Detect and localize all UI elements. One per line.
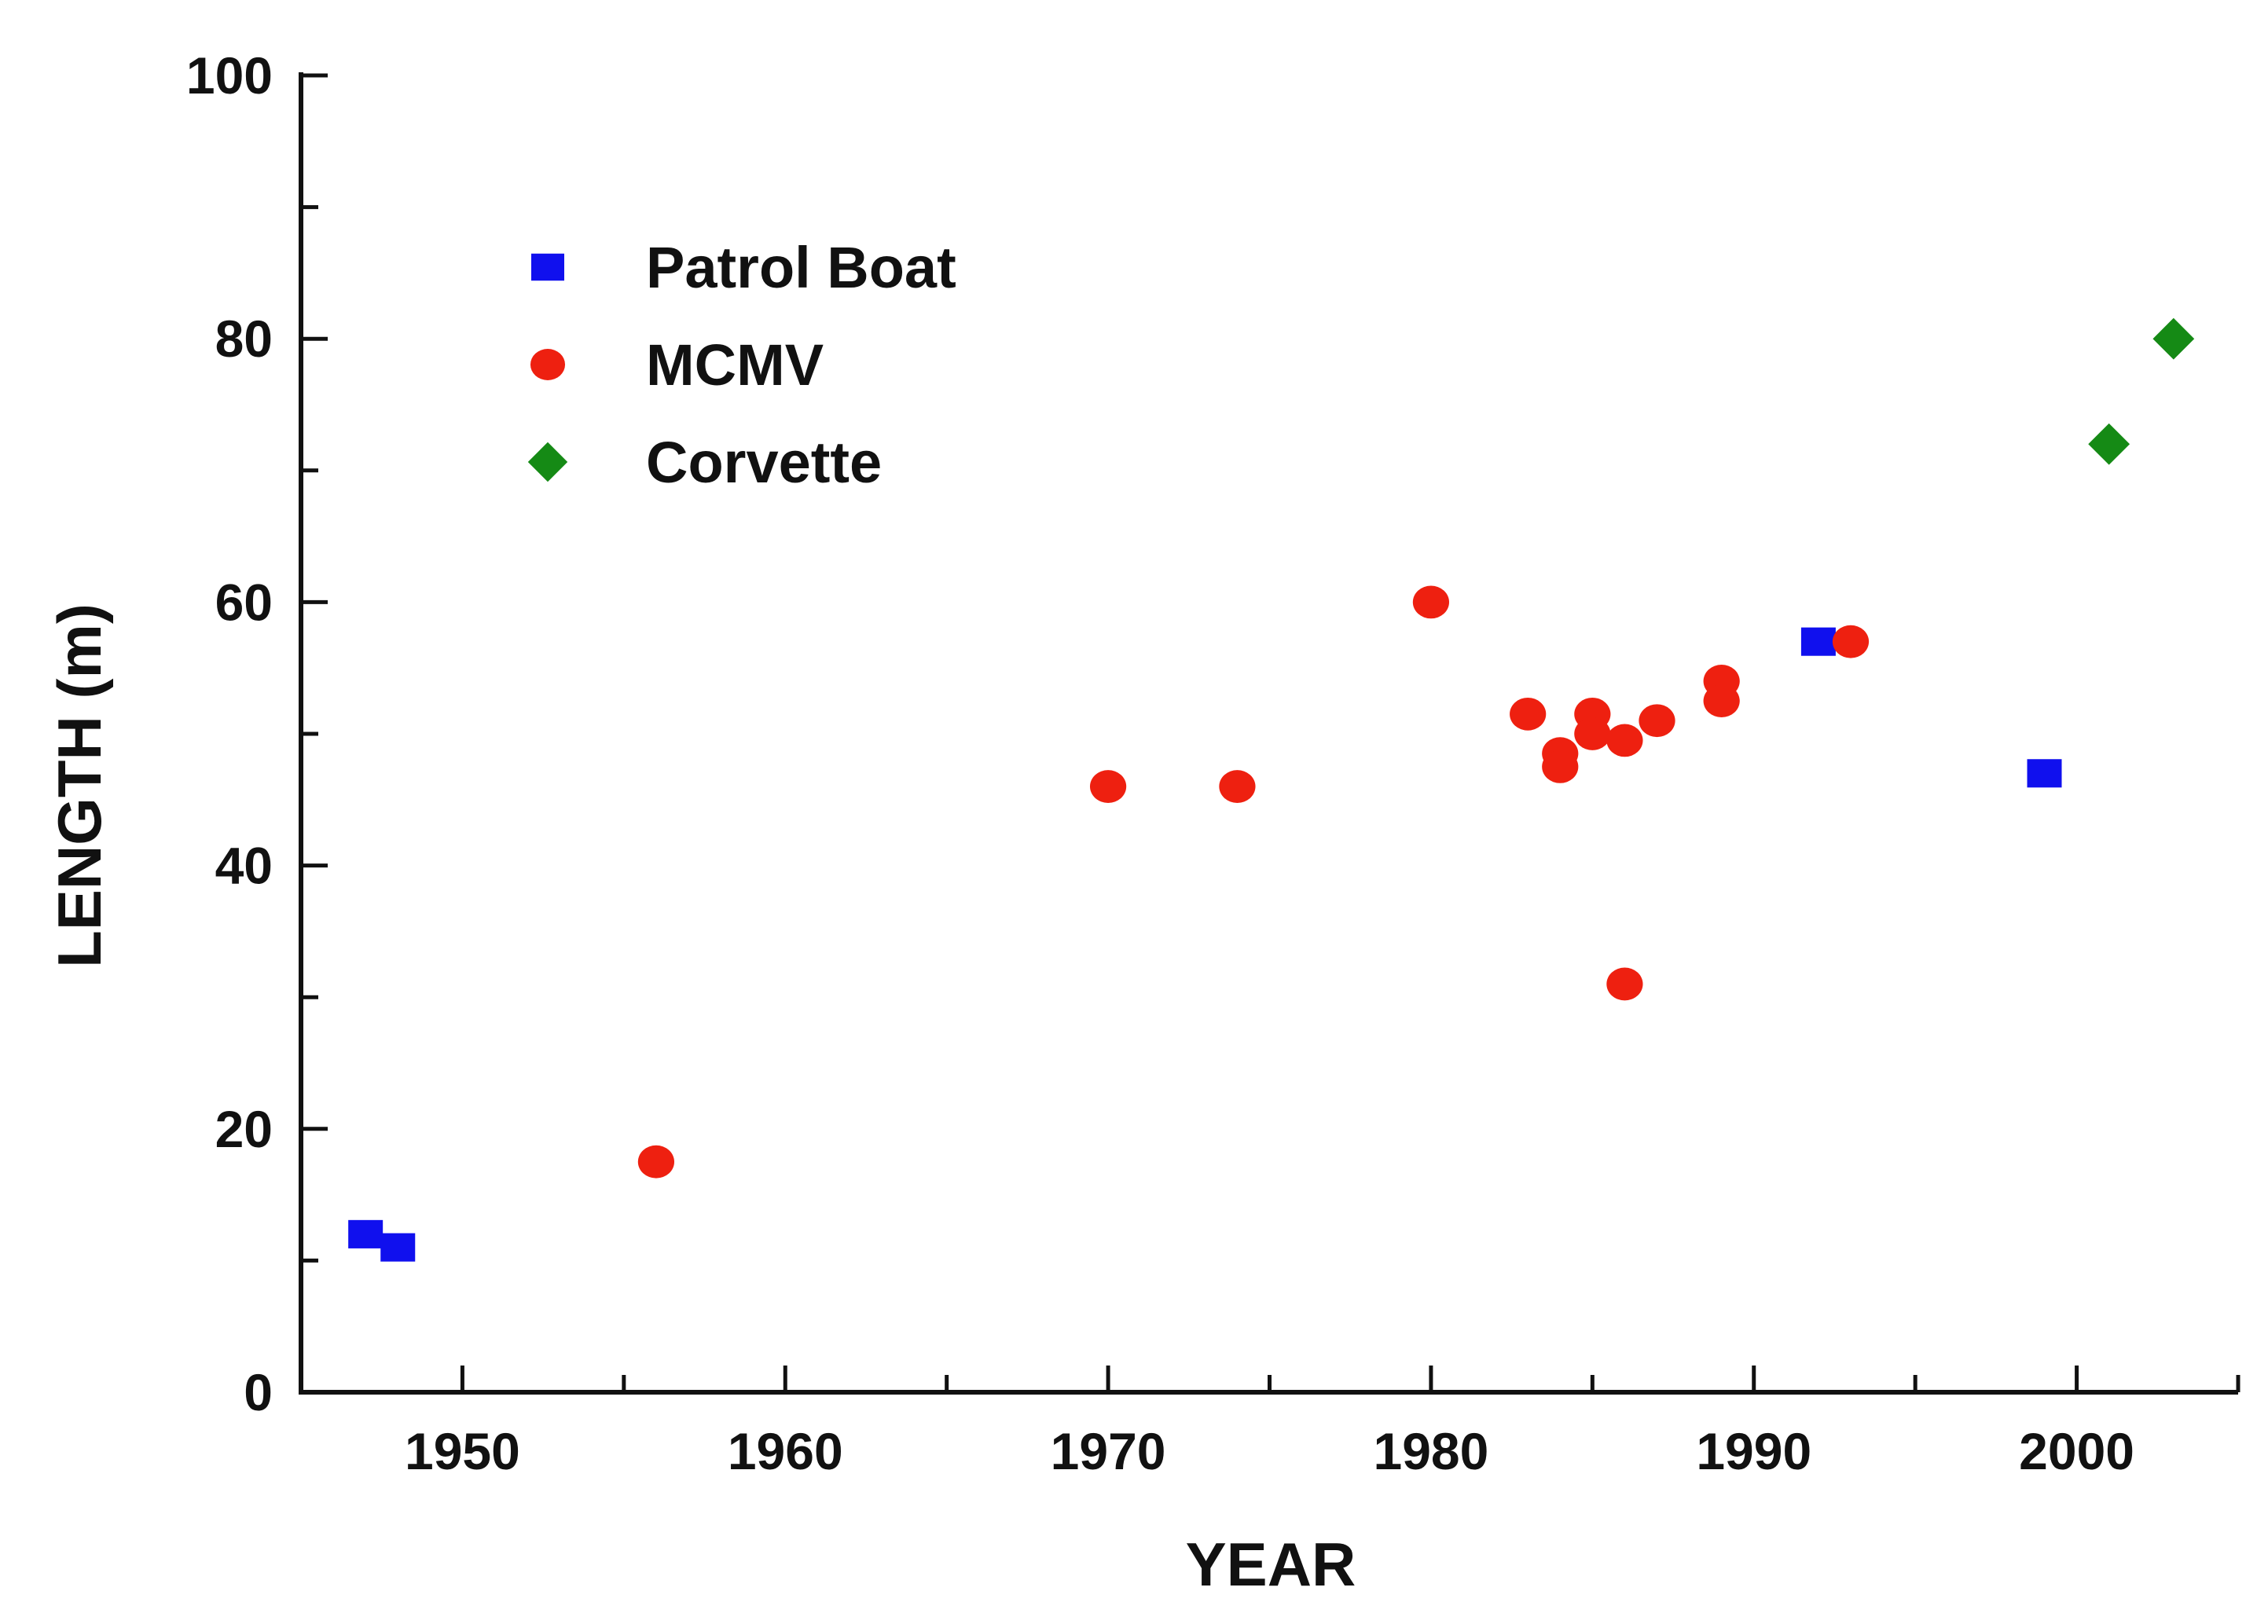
data-point-circle [1089,770,1127,803]
data-point-circle [1542,750,1579,783]
data-points [348,317,2195,1262]
data-point-diamond [2088,423,2130,465]
ticks: 0 20 40 60 80 100 1950 1960 1970 1980 1990 2000 [186,46,2240,1480]
data-point-circle [1574,717,1611,750]
y-tick-label: 40 [215,837,273,895]
x-tick-label: 1950 [405,1422,520,1480]
x-tick-label: 1960 [728,1422,843,1480]
legend-label: Patrol Boat [646,235,956,300]
x-axis-title: YEAR [1186,1530,1356,1599]
x-tick-label: 1970 [1051,1422,1166,1480]
x-tick-label: 1990 [1696,1422,1811,1480]
legend-label: MCMV [646,332,824,398]
y-tick-label: 80 [215,310,273,368]
data-point-diamond [2152,317,2195,360]
legend-marker-square [531,253,564,281]
axes [299,72,2238,1395]
data-point-circle [1510,697,1547,731]
data-point-square [380,1233,416,1262]
legend-marker-circle [530,349,566,380]
data-point-circle [1606,967,1643,1001]
data-point-circle [1606,724,1643,757]
y-tick-label: 20 [215,1100,273,1158]
data-point-square [1800,627,1836,656]
y-tick-label: 60 [215,573,273,631]
data-point-circle [1412,585,1450,619]
data-point-circle [1703,684,1740,717]
legend-label: Corvette [646,430,882,495]
data-point-circle [637,1145,675,1179]
data-point-square [348,1219,384,1248]
data-point-circle [1832,625,1870,658]
data-point-circle [1219,770,1256,803]
y-tick-label: 0 [244,1363,273,1421]
x-tick-label: 2000 [2019,1422,2134,1480]
x-tick-label: 1980 [1374,1422,1489,1480]
data-point-circle [1639,704,1675,738]
y-tick-label: 100 [186,46,273,104]
legend: Patrol Boat MCMV Corvette [527,235,956,495]
y-axis-title: LENGTH (m) [45,603,114,968]
legend-marker-diamond [527,442,568,482]
data-point-square [2027,759,2062,788]
